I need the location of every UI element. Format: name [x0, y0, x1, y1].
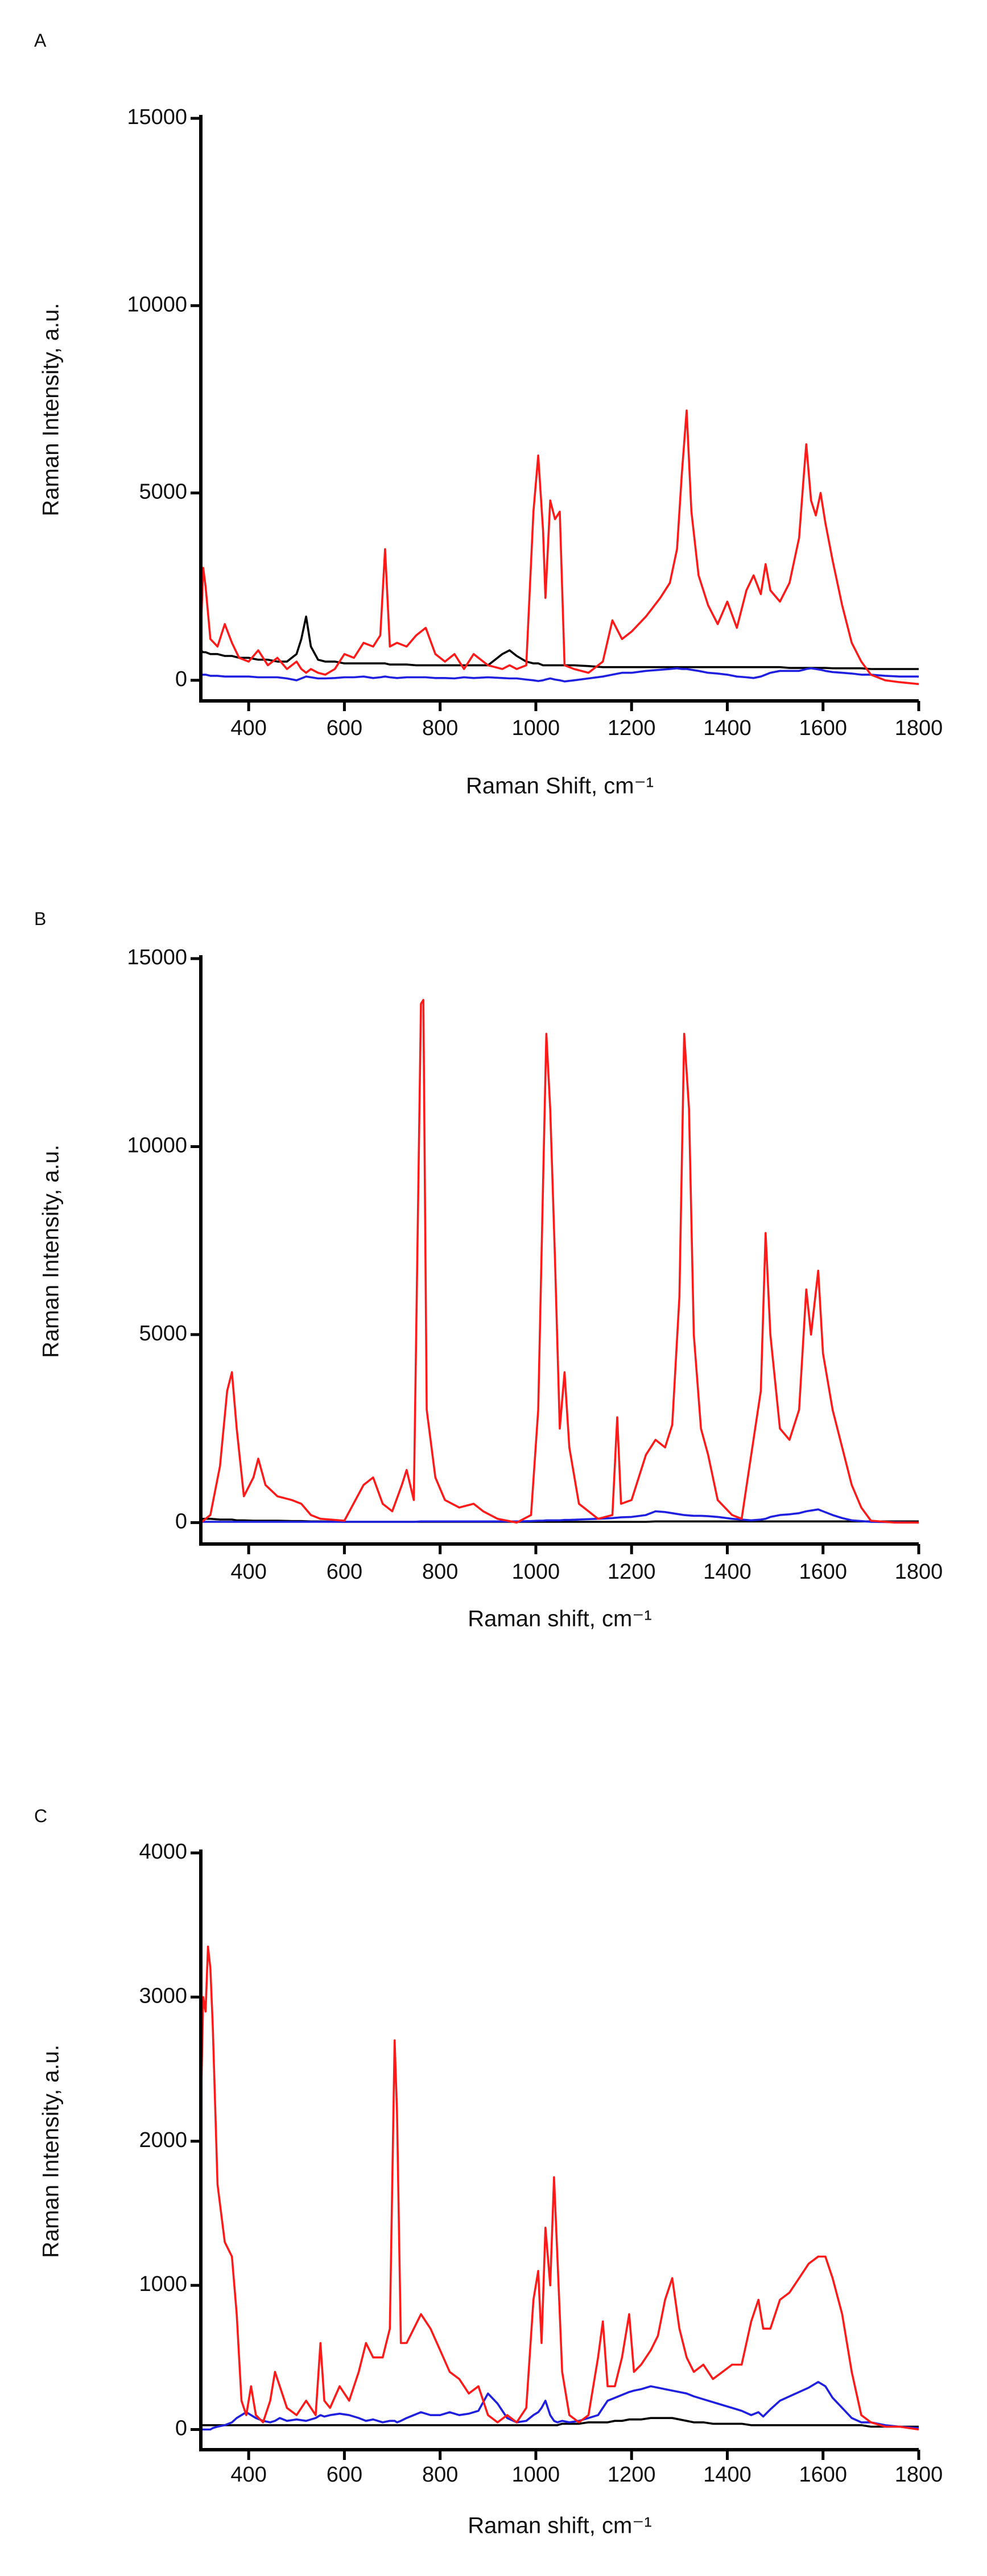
- spectrum-line: [201, 616, 919, 670]
- spectrum-line: [201, 1508, 919, 1524]
- y-axis-title: Raman Intensity, a.u.: [39, 303, 64, 517]
- y-tick-label: 15000: [127, 946, 187, 969]
- spectrum-line: [201, 2417, 919, 2428]
- x-tick-label: 1800: [895, 2463, 943, 2487]
- y-tick-label: 0: [175, 667, 187, 691]
- spectrum-line: [201, 998, 919, 1524]
- y-tick-label: 10000: [127, 292, 187, 316]
- panel-label: A: [34, 30, 47, 51]
- x-tick-label: 1000: [512, 1560, 560, 1584]
- x-tick-label: 800: [422, 2463, 458, 2487]
- y-tick-label: 4000: [139, 1840, 187, 1864]
- x-axis-title: Raman shift, cm⁻¹: [468, 1607, 651, 1632]
- chart-panel: A 0 5000 10000 15000 400 600 800 1000 1200 1400 160…: [34, 30, 943, 799]
- y-tick-label: 2000: [139, 2128, 187, 2152]
- spectrum-line: [201, 409, 919, 686]
- x-tick-label: 1200: [608, 2463, 656, 2487]
- y-axis-title: Raman Intensity, a.u.: [39, 1145, 64, 1358]
- y-tick-label: 0: [175, 1509, 187, 1533]
- plot-area: [201, 998, 919, 1524]
- spectrum-line: [201, 2381, 919, 2431]
- x-tick-label: 1200: [608, 716, 656, 740]
- x-tick-label: 1400: [703, 2463, 751, 2487]
- chart-panel: B 0 5000 10000 15000 400 600 800 1000 1200 1400 160…: [34, 909, 943, 1632]
- x-tick-label: 600: [327, 1560, 362, 1584]
- y-tick-label: 5000: [139, 480, 187, 504]
- x-tick-label: 1000: [512, 2463, 560, 2487]
- x-tick-label: 1800: [895, 716, 943, 740]
- y-axis-title: Raman Intensity, a.u.: [39, 2045, 64, 2258]
- plot-area: [201, 1945, 919, 2431]
- x-axis-title: Raman shift, cm⁻¹: [468, 2513, 651, 2538]
- y-tick-label: 15000: [127, 105, 187, 129]
- y-tick-label: 3000: [139, 1984, 187, 2008]
- y-tick-label: 5000: [139, 1322, 187, 1345]
- panel-label: C: [34, 1806, 47, 1826]
- y-tick-label: 0: [175, 2417, 187, 2441]
- x-tick-label: 400: [230, 2463, 266, 2487]
- y-tick-label: 1000: [139, 2272, 187, 2296]
- x-axis-title: Raman Shift, cm⁻¹: [466, 774, 654, 799]
- x-tick-label: 1200: [608, 1560, 656, 1584]
- x-tick-label: 1600: [799, 716, 847, 740]
- x-tick-label: 1800: [895, 1560, 943, 1584]
- x-tick-label: 1400: [703, 1560, 751, 1584]
- chart-panel: C 0 1000 2000 3000 4000 400 600 800 1000 1200 1400 1…: [34, 1806, 943, 2538]
- spectrum-line: [201, 1945, 919, 2431]
- x-tick-label: 1000: [512, 716, 560, 740]
- x-tick-label: 600: [327, 716, 362, 740]
- x-tick-label: 600: [327, 2463, 362, 2487]
- x-tick-label: 1600: [799, 2463, 847, 2487]
- plot-area: [201, 409, 919, 686]
- panel-label: B: [34, 909, 46, 929]
- x-tick-label: 800: [422, 1560, 458, 1584]
- spectrum-line: [201, 667, 919, 683]
- x-tick-label: 400: [230, 716, 266, 740]
- y-tick-label: 10000: [127, 1133, 187, 1157]
- x-tick-label: 800: [422, 716, 458, 740]
- x-tick-label: 1600: [799, 1560, 847, 1584]
- x-tick-label: 400: [230, 1560, 266, 1584]
- x-tick-label: 1400: [703, 716, 751, 740]
